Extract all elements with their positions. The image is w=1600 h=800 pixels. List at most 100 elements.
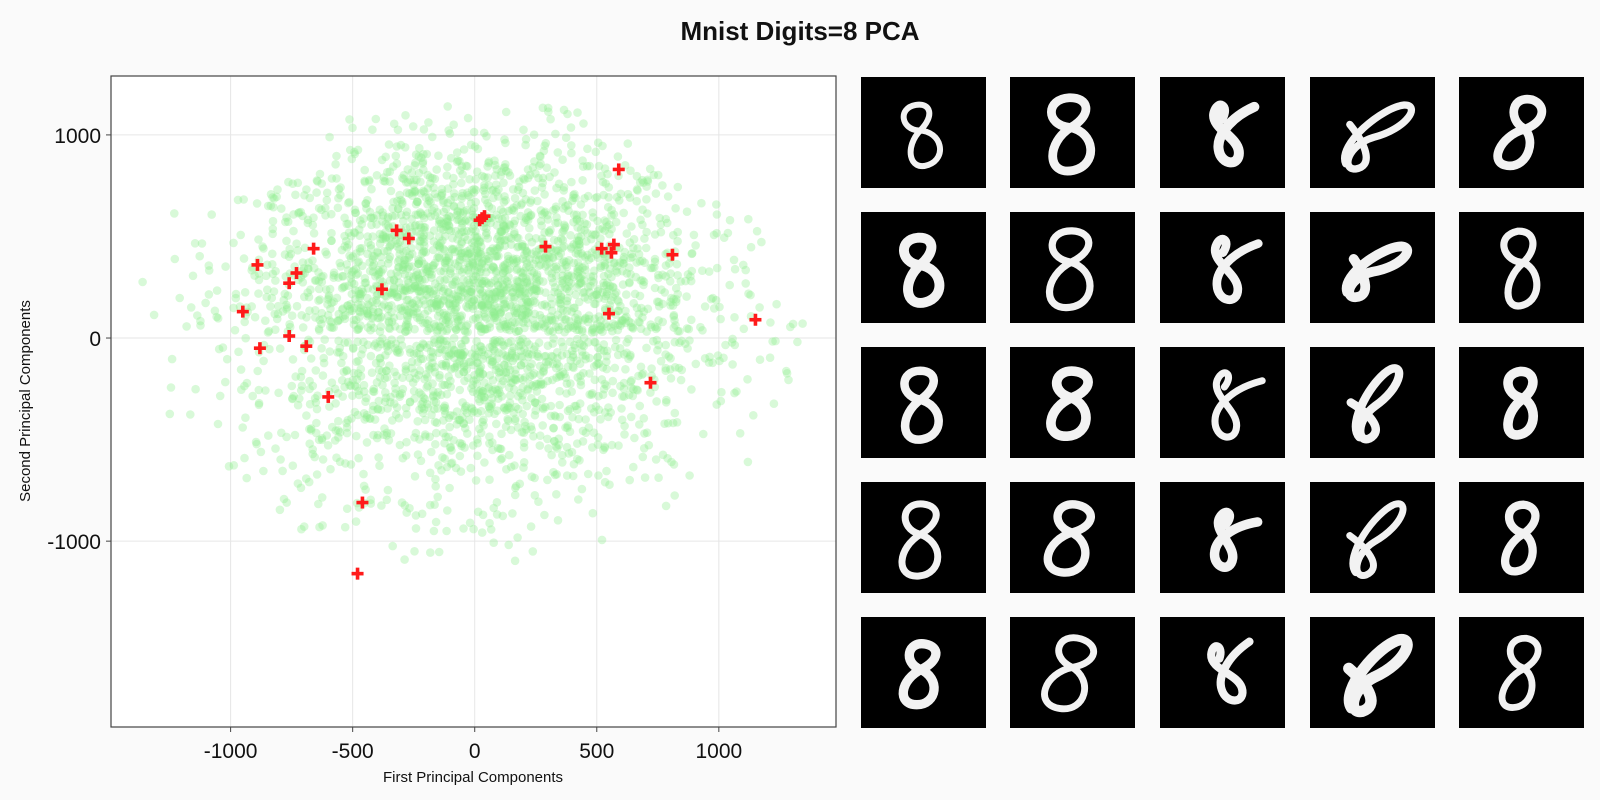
cloud-point	[474, 387, 484, 396]
cloud-point	[596, 263, 605, 273]
cloud-point	[651, 189, 661, 198]
cloud-point	[728, 334, 737, 344]
cloud-point	[642, 343, 651, 353]
cloud-point	[501, 422, 511, 432]
cloud-point	[513, 185, 523, 195]
cloud-point	[683, 344, 692, 353]
cloud-point	[393, 271, 403, 281]
cloud-point	[408, 378, 418, 388]
cloud-point	[425, 269, 434, 279]
cloud-point	[580, 219, 589, 228]
cloud-point	[412, 296, 422, 305]
cloud-point	[504, 312, 514, 321]
cloud-point	[558, 264, 567, 274]
cloud-point	[648, 263, 657, 273]
cloud-point	[586, 253, 596, 263]
cloud-point	[654, 297, 663, 307]
cloud-point	[477, 258, 487, 268]
cloud-point	[403, 306, 412, 315]
handwritten-eight-image	[1343, 634, 1413, 718]
cloud-point	[259, 244, 268, 253]
cloud-point	[730, 340, 740, 350]
cloud-point	[713, 351, 723, 360]
cloud-point	[465, 288, 475, 297]
cloud-point	[535, 151, 545, 161]
cloud-point	[450, 362, 460, 372]
cloud-point	[578, 176, 587, 185]
cloud-point	[550, 470, 560, 480]
cloud-point	[457, 281, 467, 291]
cloud-point	[486, 218, 496, 228]
handwritten-eight-image	[1503, 366, 1538, 440]
cloud-point	[484, 158, 493, 168]
cloud-point	[432, 418, 442, 428]
cloud-point	[555, 298, 564, 308]
cloud-point	[572, 210, 581, 220]
cloud-point	[419, 404, 429, 414]
cloud-point	[445, 301, 455, 311]
cloud-point	[572, 319, 582, 329]
digit-tile	[1160, 347, 1285, 458]
cloud-point	[463, 327, 472, 337]
cloud-point	[545, 172, 554, 182]
cloud-point	[599, 346, 609, 356]
cloud-point	[480, 458, 489, 467]
cloud-point	[577, 484, 587, 494]
cloud-point	[663, 454, 672, 463]
cloud-point	[417, 390, 426, 399]
cloud-point	[752, 226, 762, 236]
cloud-point	[469, 203, 479, 213]
cloud-point	[347, 154, 357, 164]
cloud-point	[349, 315, 359, 325]
cloud-point	[555, 400, 564, 410]
cloud-point	[535, 431, 545, 441]
cloud-point	[327, 378, 337, 388]
cloud-point	[473, 438, 483, 448]
cloud-point	[352, 375, 362, 384]
cloud-point	[544, 107, 553, 116]
cloud-point	[519, 458, 529, 467]
cloud-point	[513, 423, 523, 432]
cloud-point	[578, 263, 587, 273]
cloud-point	[368, 297, 377, 306]
cloud-point	[401, 283, 410, 292]
cloud-point	[508, 255, 518, 265]
cloud-point	[446, 226, 456, 236]
cloud-point	[640, 429, 649, 438]
cloud-point	[352, 325, 362, 335]
cloud-point	[418, 211, 428, 220]
cloud-point	[433, 404, 442, 413]
cloud-point	[473, 144, 483, 154]
cloud-point	[495, 305, 504, 315]
cloud-point	[293, 178, 303, 188]
cloud-point	[567, 177, 576, 187]
cloud-point	[619, 378, 629, 388]
cloud-point	[385, 276, 395, 285]
cloud-point	[332, 453, 341, 463]
cloud-point	[529, 432, 538, 441]
cloud-point	[281, 217, 290, 227]
cloud-point	[149, 310, 159, 320]
cloud-point	[292, 301, 302, 311]
cloud-point	[462, 226, 472, 236]
cloud-point	[471, 271, 481, 281]
cloud-point	[250, 271, 259, 280]
cloud-point	[636, 215, 645, 225]
cloud-point	[456, 201, 466, 211]
cloud-point	[512, 284, 521, 294]
cloud-point	[540, 252, 550, 262]
cloud-point	[626, 412, 636, 422]
digit-tile	[1459, 212, 1584, 323]
cloud-point	[345, 115, 354, 124]
cloud-point	[635, 291, 645, 301]
cloud-point	[398, 285, 408, 295]
cloud-point	[623, 189, 633, 199]
cloud-point	[562, 257, 571, 267]
cloud-point	[563, 362, 573, 372]
cloud-point	[366, 240, 376, 250]
cloud-point	[472, 337, 481, 346]
cloud-point	[407, 363, 417, 373]
cloud-point	[456, 251, 465, 261]
cloud-point	[583, 229, 592, 238]
cloud-point	[685, 336, 694, 345]
